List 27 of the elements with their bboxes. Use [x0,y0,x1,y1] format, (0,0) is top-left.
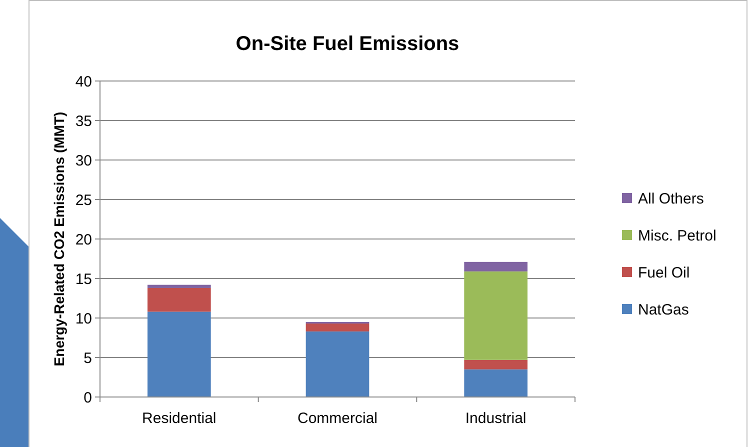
bar [148,284,211,288]
x-tick-label: Residential [142,410,216,427]
bar [464,360,528,370]
x-tick-label: Commercial [297,410,378,427]
y-tick-label: 20 [75,231,92,248]
y-tick-label: 25 [75,192,92,209]
y-tick-label: 5 [84,350,92,367]
bar [306,324,370,332]
y-tick-label: 30 [75,152,92,170]
bar [148,312,211,397]
y-axis-title: Energy-Related CO2 Emissions (MMT) [51,112,67,366]
bar [464,271,528,360]
y-tick-label: 35 [75,112,92,130]
legend-label: NatGas [638,301,689,318]
legend-label: All Others [638,190,704,208]
x-tick-label: Industrial [465,410,526,427]
bar [464,262,528,272]
y-tick-label: 40 [75,73,92,90]
bar [464,369,528,397]
legend-label: Fuel Oil [638,264,690,282]
chart-title: On-Site Fuel Emissions [236,33,460,55]
y-tick-label: 0 [84,389,92,406]
y-tick-label: 15 [75,270,92,288]
y-tick-label: 10 [75,310,92,328]
bar [148,288,211,312]
legend-label: Misc. Petrol [638,227,716,244]
bar [306,331,370,397]
